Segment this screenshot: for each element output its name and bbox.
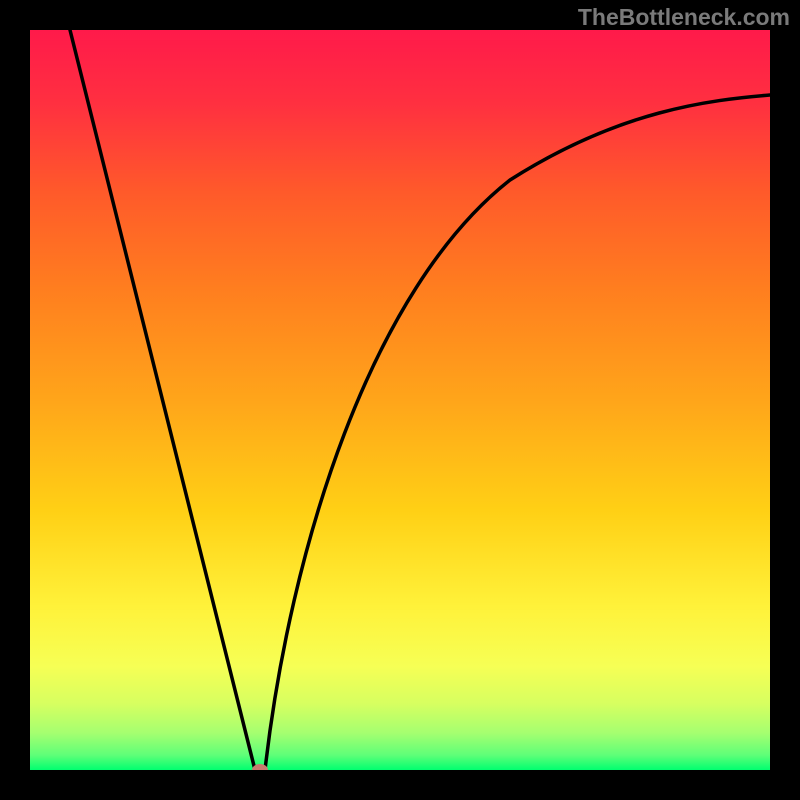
curve-left-branch <box>70 30 255 770</box>
curve-right-branch <box>265 95 770 770</box>
chart-container: TheBottleneck.com <box>0 0 800 800</box>
curve-layer <box>30 30 770 770</box>
plot-area <box>30 30 770 770</box>
watermark-text: TheBottleneck.com <box>578 4 790 31</box>
